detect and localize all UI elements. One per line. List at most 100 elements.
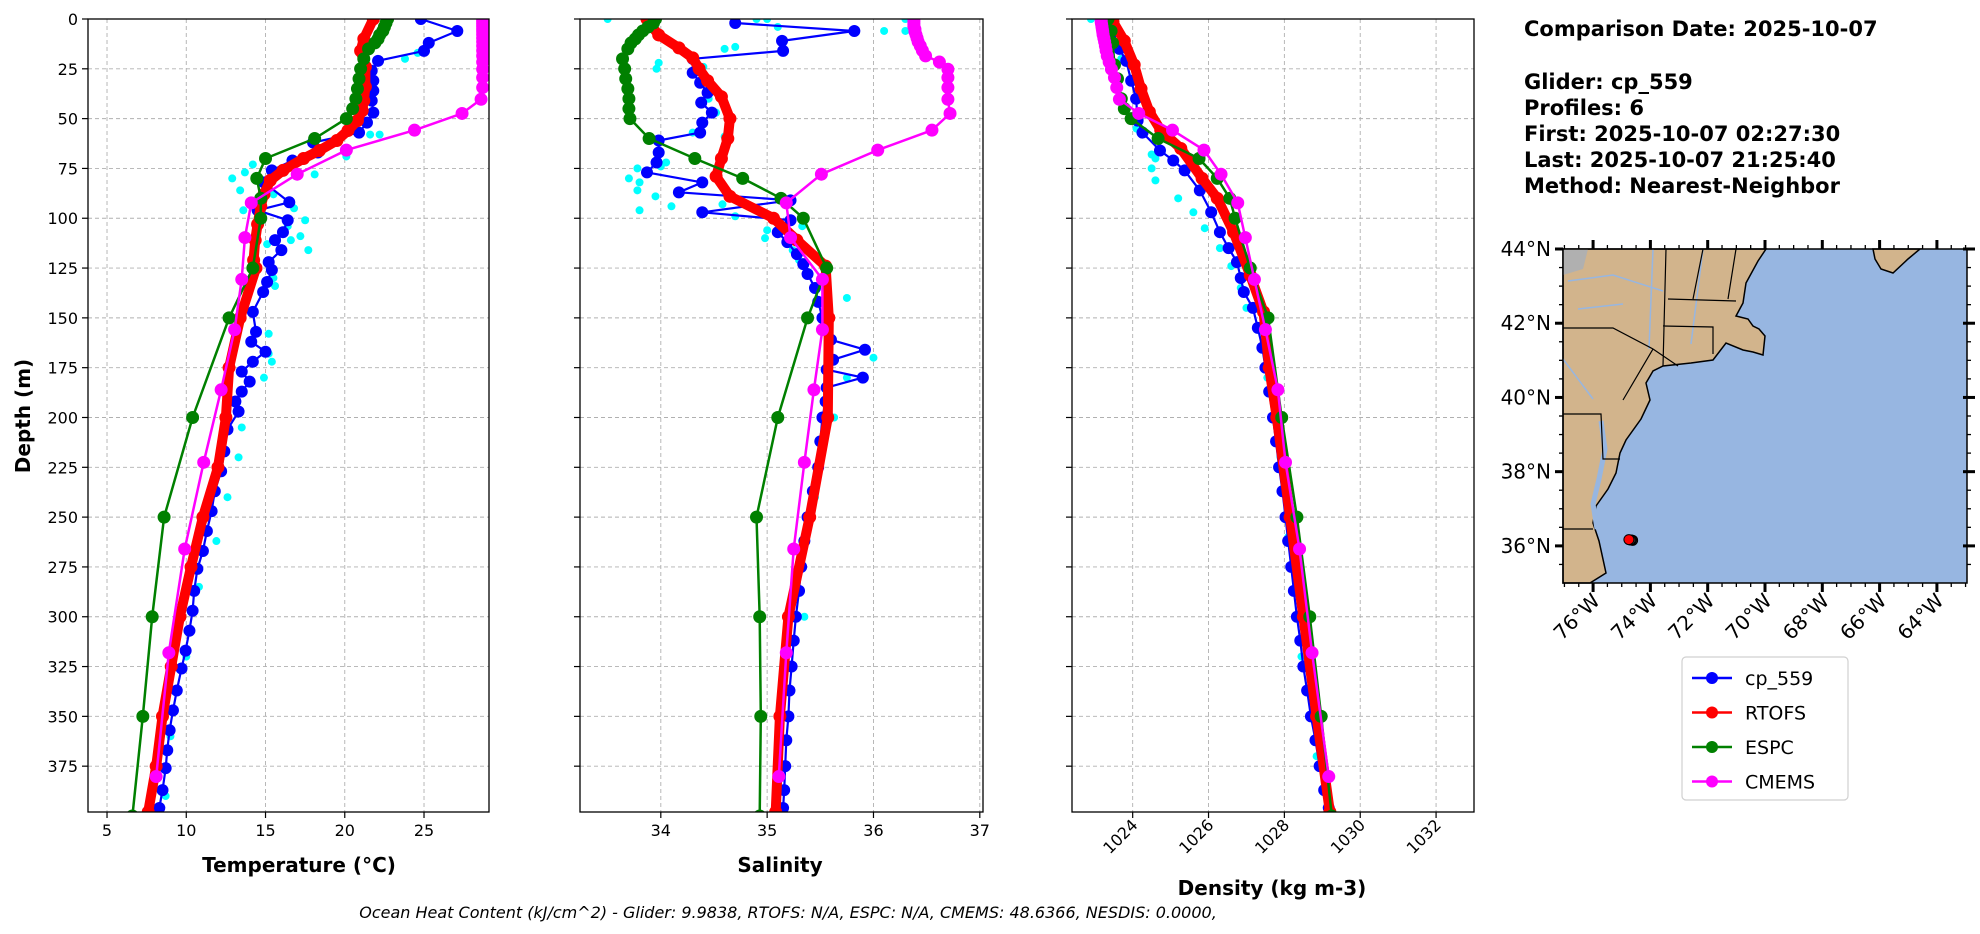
map-lat-label: 44°N bbox=[1501, 237, 1551, 261]
data-point bbox=[228, 323, 242, 337]
data-point bbox=[642, 132, 656, 146]
data-point bbox=[476, 81, 489, 95]
depth-tick-label: 125 bbox=[47, 259, 78, 278]
data-point bbox=[856, 371, 869, 384]
data-point bbox=[350, 114, 364, 128]
profile-scatter-point bbox=[286, 236, 295, 245]
data-point bbox=[372, 54, 385, 67]
info-text-block: Comparison Date: 2025-10-07 Glider: cp_5… bbox=[1524, 17, 1878, 198]
series-cmems bbox=[149, 19, 489, 784]
profile-scatter-point bbox=[263, 240, 272, 249]
profile-scatter-point bbox=[720, 44, 729, 53]
comparison-date: Comparison Date: 2025-10-07 bbox=[1524, 17, 1878, 41]
data-point bbox=[773, 709, 787, 723]
data-point bbox=[621, 82, 635, 96]
data-point bbox=[179, 644, 192, 657]
depth-tick-label: 300 bbox=[47, 608, 78, 627]
data-point bbox=[694, 126, 707, 139]
depth-tick-label: 250 bbox=[47, 508, 78, 527]
data-point bbox=[350, 82, 364, 96]
legend-label: CMEMS bbox=[1745, 772, 1815, 794]
data-point bbox=[925, 123, 939, 137]
profile-scatter-point bbox=[236, 186, 245, 195]
data-point bbox=[1142, 105, 1156, 119]
data-point bbox=[283, 196, 296, 209]
data-point bbox=[275, 244, 288, 257]
data-point bbox=[807, 383, 821, 397]
data-point bbox=[184, 560, 198, 574]
data-point bbox=[414, 19, 427, 25]
data-point bbox=[779, 196, 793, 210]
data-point bbox=[157, 510, 171, 524]
data-point bbox=[141, 805, 155, 812]
data-point bbox=[771, 410, 785, 424]
data-point bbox=[723, 189, 737, 203]
method: Method: Nearest-Neighbor bbox=[1524, 174, 1841, 198]
data-point bbox=[1305, 646, 1319, 660]
data-point bbox=[362, 42, 376, 56]
data-point bbox=[769, 805, 783, 812]
density-plot-area bbox=[1086, 19, 1337, 812]
data-point bbox=[145, 610, 159, 624]
salinity-panel: 34 35 36 37 bbox=[574, 18, 990, 840]
data-point bbox=[1127, 58, 1141, 72]
data-point bbox=[754, 709, 768, 723]
data-point bbox=[211, 460, 225, 474]
data-point bbox=[1222, 242, 1235, 255]
data-point bbox=[820, 261, 834, 275]
salinity-axis-label: Salinity bbox=[737, 853, 822, 877]
profile-scatter-point bbox=[400, 54, 409, 63]
salinity-x-tick-label: 35 bbox=[757, 821, 777, 840]
data-point bbox=[623, 112, 637, 126]
data-point bbox=[815, 323, 829, 337]
data-point bbox=[357, 52, 371, 66]
map-lon-label: 70°W bbox=[1721, 588, 1777, 644]
data-point bbox=[777, 44, 790, 57]
data-point bbox=[650, 156, 663, 169]
data-point bbox=[858, 343, 871, 356]
temperature-x-tick-label: 10 bbox=[176, 821, 196, 840]
profile-scatter-point bbox=[271, 281, 280, 290]
data-point bbox=[352, 72, 366, 86]
data-point bbox=[618, 62, 632, 76]
series-cmems bbox=[772, 19, 957, 784]
depth-tick-label: 200 bbox=[47, 408, 78, 427]
data-point bbox=[941, 92, 955, 106]
map-land-layer bbox=[1562, 248, 1923, 584]
map-lon-label: 76°W bbox=[1549, 588, 1605, 644]
salinity-x-tick-label: 34 bbox=[651, 821, 671, 840]
data-point bbox=[183, 624, 196, 637]
data-point bbox=[1293, 542, 1307, 556]
density-axis-label: Density (kg m-3) bbox=[1178, 876, 1367, 900]
salinity-plot-area bbox=[603, 19, 957, 812]
profile-scatter-point bbox=[228, 174, 237, 183]
data-point bbox=[736, 171, 750, 185]
temperature-x-tick-label: 15 bbox=[255, 821, 275, 840]
data-point bbox=[161, 744, 174, 757]
data-point bbox=[259, 345, 272, 358]
data-point bbox=[1205, 206, 1218, 219]
depth-tick-label: 375 bbox=[47, 757, 78, 776]
data-point bbox=[721, 132, 735, 146]
data-point bbox=[1167, 154, 1180, 167]
data-point bbox=[1271, 383, 1285, 397]
axes-frame bbox=[579, 18, 984, 813]
legend-entry-rtofs: RTOFS bbox=[1692, 703, 1806, 725]
map-lon-label: 66°W bbox=[1835, 588, 1891, 644]
profile-scatter-point bbox=[234, 453, 243, 462]
data-point bbox=[162, 646, 176, 660]
data-point bbox=[175, 662, 188, 675]
data-point bbox=[261, 276, 274, 289]
profile-scatter-point bbox=[652, 64, 661, 73]
depth-tick-label: 75 bbox=[58, 159, 78, 178]
data-point bbox=[941, 81, 955, 95]
data-point bbox=[714, 90, 728, 104]
data-point bbox=[357, 32, 371, 46]
location-map: 44°N 42°N 40°N 38°N 36°N 76°W 74°W 72°W 70°W 68°W… bbox=[1501, 237, 1975, 645]
data-point bbox=[622, 102, 636, 116]
data-point bbox=[787, 542, 801, 556]
depth-tick-label: 225 bbox=[47, 458, 78, 477]
data-point bbox=[779, 646, 793, 660]
data-point bbox=[408, 123, 422, 137]
density-x-tick-label: 1024 bbox=[1099, 815, 1141, 857]
